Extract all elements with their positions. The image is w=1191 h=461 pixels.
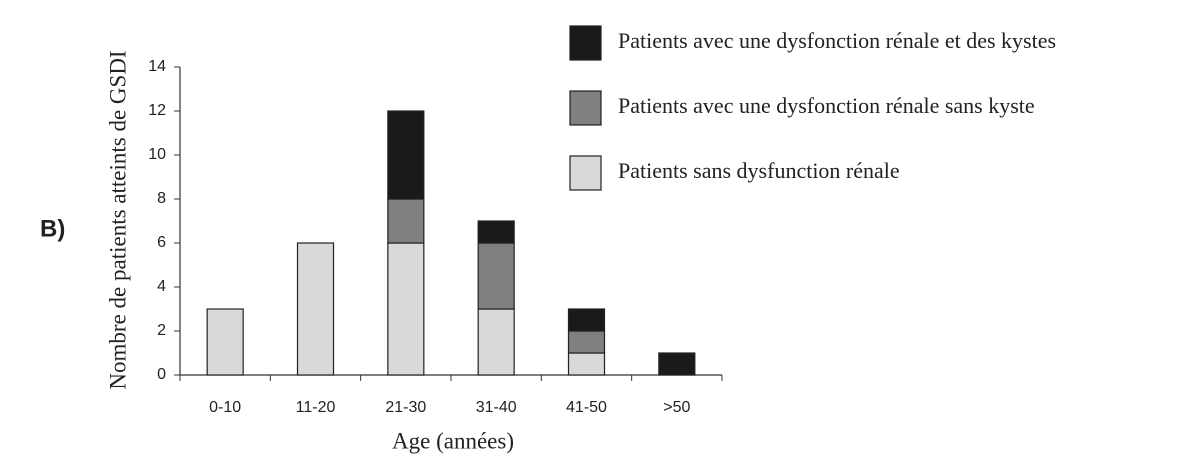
legend-swatch [569,25,602,61]
y-axis-label: Nombre de patients atteints de GSDI [105,50,130,389]
x-tick-label: 11-20 [296,399,336,416]
legend-label: Patients sans dysfunction rénale [618,158,900,183]
panel-label: B) [40,215,65,242]
bar-segment [477,242,515,310]
y-tick-label: 6 [157,234,166,251]
bar-segment [567,352,606,376]
bar-segment [206,308,244,376]
legend-swatch [569,90,602,126]
y-tick-label: 14 [148,58,166,75]
y-tick-label: 4 [157,278,166,295]
legend-label: Patients avec une dysfonction rénale et … [618,28,1056,53]
bar-segment [387,110,425,200]
x-tick-label: 0-10 [209,399,241,416]
legend-label: Patients avec une dysfonction rénale san… [618,93,1035,118]
bar-segment [387,198,425,244]
bar-segment [477,220,515,244]
y-tick-label: 2 [157,322,166,339]
bar-segment [296,242,335,376]
x-tick-label: 31-40 [476,399,517,416]
x-tick-label: 41-50 [566,399,607,416]
y-tick-label: 12 [148,102,166,119]
bar-segment [658,352,696,376]
bar-segment [567,330,606,354]
y-tick-label: 8 [157,190,166,207]
x-tick-label: 21-30 [385,399,426,416]
y-tick-label: 0 [157,366,166,383]
x-axis-label: Age (années) [392,428,514,453]
bar-segment [567,308,606,332]
y-tick-label: 10 [148,146,166,163]
bar-segment [387,242,425,376]
bar-segment [477,308,515,376]
x-tick-label: >50 [663,399,690,416]
legend-swatch [569,155,602,191]
